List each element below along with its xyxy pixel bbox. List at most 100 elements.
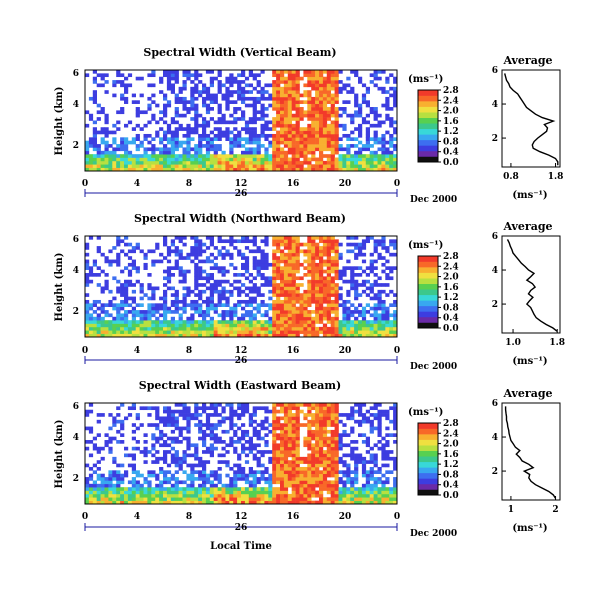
heatmap-cell (209, 236, 214, 240)
heatmap-cell (237, 293, 242, 297)
heatmap-cell (295, 249, 300, 254)
heatmap-cell (264, 266, 269, 270)
heatmap-cell (299, 493, 304, 498)
heatmap-cell (217, 487, 222, 491)
heatmap-cell (166, 310, 172, 314)
heatmap-cell (248, 273, 253, 277)
heatmap-cell (307, 487, 312, 491)
heatmap-cell (280, 90, 285, 94)
heatmap-cell (299, 93, 304, 98)
heatmap-cell (104, 310, 109, 314)
heatmap-cell (198, 252, 203, 257)
heatmap-cell (166, 150, 172, 155)
heatmap-cell (256, 406, 261, 411)
heatmap-cell (116, 160, 121, 165)
heatmap-cell (299, 299, 304, 304)
heatmap-cell (198, 473, 203, 478)
heatmap-cell (272, 497, 277, 501)
heatmap-cell (276, 110, 281, 115)
heatmap-cell (209, 500, 214, 505)
heatmap-cell (276, 490, 281, 495)
heatmap-cell (354, 252, 359, 257)
heatmap-cell (326, 80, 331, 84)
colorbar-ticks: 0.00.40.81.21.62.02.42.8 (438, 252, 459, 334)
heatmap-cell (276, 450, 281, 454)
average-y-tick-label: 6 (492, 232, 498, 242)
heatmap-cell (276, 286, 281, 291)
heatmap-cell (100, 477, 105, 481)
heatmap-cell (108, 426, 113, 431)
heatmap-cell (322, 450, 328, 454)
heatmap-cell (311, 266, 316, 270)
heatmap-cell (217, 323, 222, 328)
heatmap-cell (369, 493, 374, 498)
heatmap-cell (287, 497, 292, 501)
heatmap-cell (334, 239, 339, 244)
heatmap-cell (163, 450, 168, 454)
heatmap-cell (369, 456, 374, 461)
heatmap-cell (194, 90, 199, 94)
heatmap-cell (92, 127, 97, 131)
heatmap-cell (373, 477, 378, 481)
heatmap-cell (303, 403, 308, 407)
heatmap-cell (291, 286, 296, 291)
heatmap-cell (393, 239, 398, 244)
heatmap-cell (276, 113, 281, 118)
heatmap-cell (205, 70, 211, 74)
heatmap-cell (120, 144, 125, 148)
heatmap-cell (338, 326, 343, 331)
heatmap-cell (311, 500, 316, 505)
heatmap-cell (338, 296, 343, 301)
heatmap-cell (369, 313, 374, 318)
heatmap-cell (159, 164, 164, 168)
heatmap-cell (295, 333, 300, 338)
heatmap-cell (287, 453, 292, 458)
heatmap-cell (361, 413, 367, 417)
heatmap-cell (319, 96, 324, 101)
heatmap-cell (209, 160, 214, 165)
heatmap-cell (319, 167, 324, 172)
heatmap-cell (147, 333, 152, 338)
heatmap-cell (96, 246, 101, 250)
heatmap-cell (319, 76, 324, 81)
heatmap-cell (268, 157, 273, 162)
heatmap-cell (322, 83, 328, 88)
heatmap-cell (127, 167, 133, 172)
heatmap-cell (319, 90, 324, 94)
heatmap-cell (166, 406, 172, 411)
heatmap-cell (88, 269, 94, 274)
heatmap-cell (295, 330, 300, 334)
heatmap-cell (361, 120, 367, 125)
heatmap-cell (326, 320, 331, 324)
heatmap-cell (322, 144, 328, 148)
heatmap-cell (217, 239, 222, 244)
heatmap-cell (287, 147, 292, 152)
heatmap-cell (120, 500, 125, 505)
heatmap-cell (151, 73, 156, 78)
heatmap-cell (361, 83, 367, 88)
heatmap-cell (229, 157, 234, 162)
heatmap-cell (96, 330, 101, 334)
heatmap-cell (198, 313, 203, 318)
heatmap-cell (120, 83, 125, 88)
heatmap-cell (326, 306, 331, 311)
heatmap-cell (209, 453, 214, 458)
heatmap-cell (159, 443, 164, 448)
heatmap-cell (217, 413, 222, 417)
heatmap-cell (233, 483, 238, 488)
heatmap-cell (358, 242, 363, 247)
heatmap-cell (170, 150, 175, 155)
heatmap-cell (311, 73, 316, 78)
heatmap-cell (131, 453, 136, 458)
heatmap-cell (272, 310, 277, 314)
heatmap-cell (307, 157, 312, 162)
heatmap-cell (147, 73, 152, 78)
heatmap-cell (350, 249, 355, 254)
heatmap-cell (88, 497, 94, 501)
heatmap-cell (311, 70, 316, 74)
heatmap-cell (182, 160, 187, 165)
heatmap-cell (88, 113, 94, 118)
heatmap-cell (303, 306, 308, 311)
heatmap-cell (131, 306, 136, 311)
heatmap-cell (217, 436, 222, 441)
